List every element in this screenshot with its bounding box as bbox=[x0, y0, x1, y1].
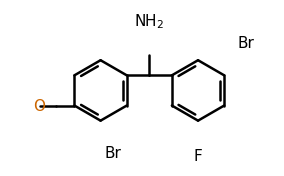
Text: NH$_2$: NH$_2$ bbox=[134, 12, 164, 30]
Text: Br: Br bbox=[104, 146, 121, 161]
Text: O: O bbox=[33, 99, 45, 114]
Text: F: F bbox=[194, 149, 202, 164]
Text: Br: Br bbox=[237, 36, 254, 51]
